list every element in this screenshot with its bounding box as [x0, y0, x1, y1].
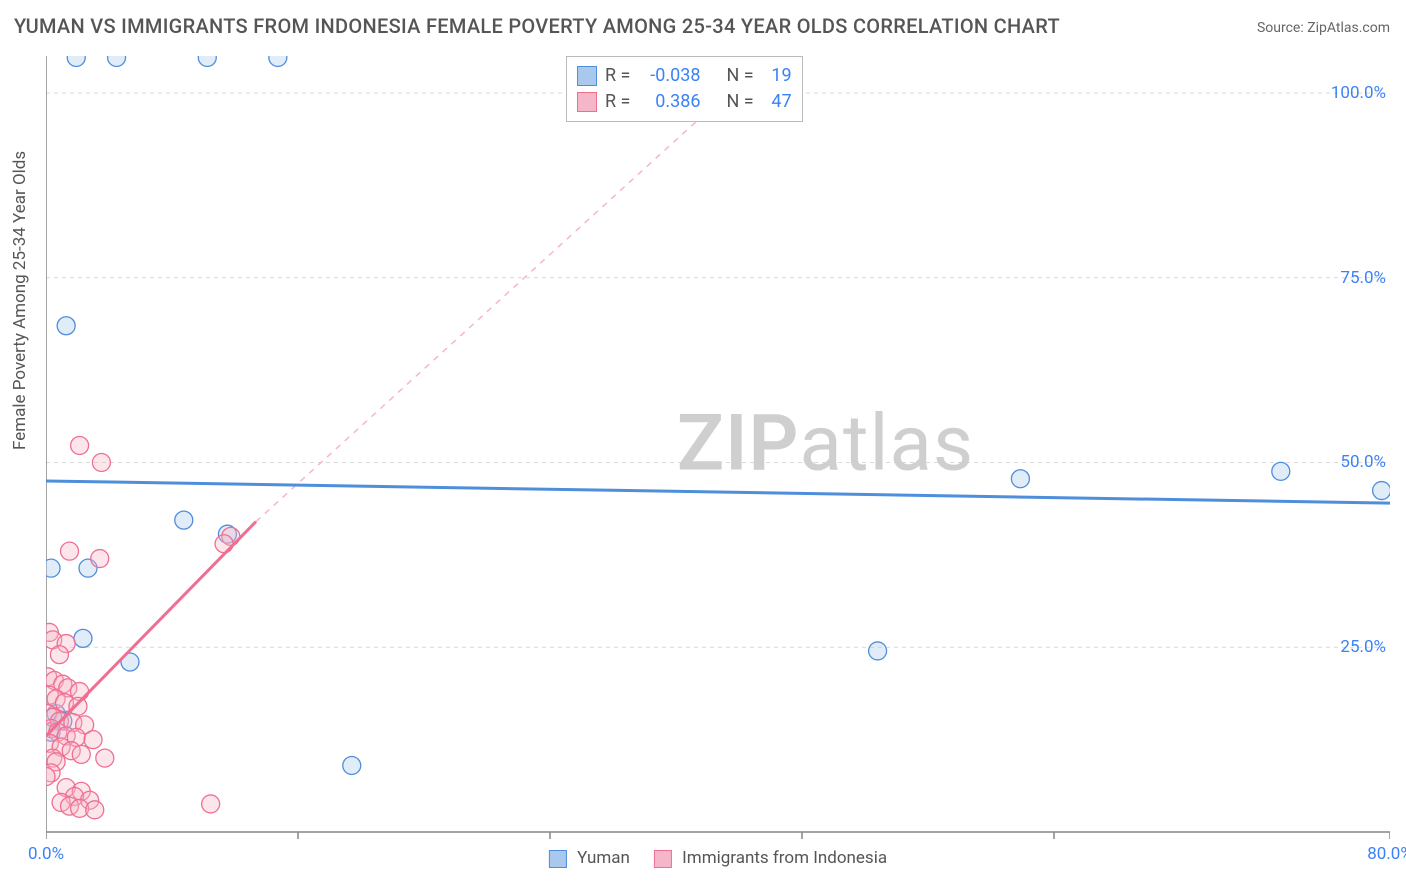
legend-swatch-indonesia [654, 850, 672, 868]
legend-series: Yuman Immigrants from Indonesia [549, 848, 887, 868]
legend-label: Immigrants from Indonesia [682, 848, 887, 868]
legend-item-indonesia: Immigrants from Indonesia [654, 848, 887, 868]
y-axis-label: Female Poverty Among 25-34 Year Olds [10, 151, 30, 450]
y-tick-label: 50.0% [1340, 452, 1386, 472]
legend-n-value: 47 [762, 89, 792, 115]
legend-correlation: R = -0.038 N = 19 R = 0.386 N = 47 [566, 56, 803, 122]
legend-n-label: N = [726, 63, 753, 89]
x-tick-label: 80.0% [1367, 844, 1406, 864]
x-tick-label: 0.0% [28, 844, 64, 864]
source-label: Source: ZipAtlas.com [1257, 20, 1390, 36]
legend-row-indonesia: R = 0.386 N = 47 [577, 89, 792, 115]
legend-swatch-yuman [577, 66, 597, 86]
y-tick-label: 75.0% [1340, 268, 1386, 288]
legend-label: Yuman [577, 848, 630, 868]
legend-r-label: R = [605, 63, 630, 89]
legend-r-value: 0.386 [638, 89, 700, 115]
y-tick-label: 100.0% [1331, 83, 1386, 103]
chart-title: YUMAN VS IMMIGRANTS FROM INDONESIA FEMAL… [14, 14, 1060, 38]
legend-n-label: N = [726, 89, 753, 115]
legend-r-value: -0.038 [638, 63, 700, 89]
legend-swatch-yuman [549, 850, 567, 868]
scatter-plot: ZIPatlas R = -0.038 N = 19 R = 0.386 N =… [46, 56, 1390, 832]
legend-row-yuman: R = -0.038 N = 19 [577, 63, 792, 89]
legend-r-label: R = [605, 89, 630, 115]
plot-svg [46, 56, 1390, 842]
y-tick-label: 25.0% [1340, 637, 1386, 657]
legend-swatch-indonesia [577, 92, 597, 112]
legend-n-value: 19 [762, 63, 792, 89]
legend-item-yuman: Yuman [549, 848, 630, 868]
